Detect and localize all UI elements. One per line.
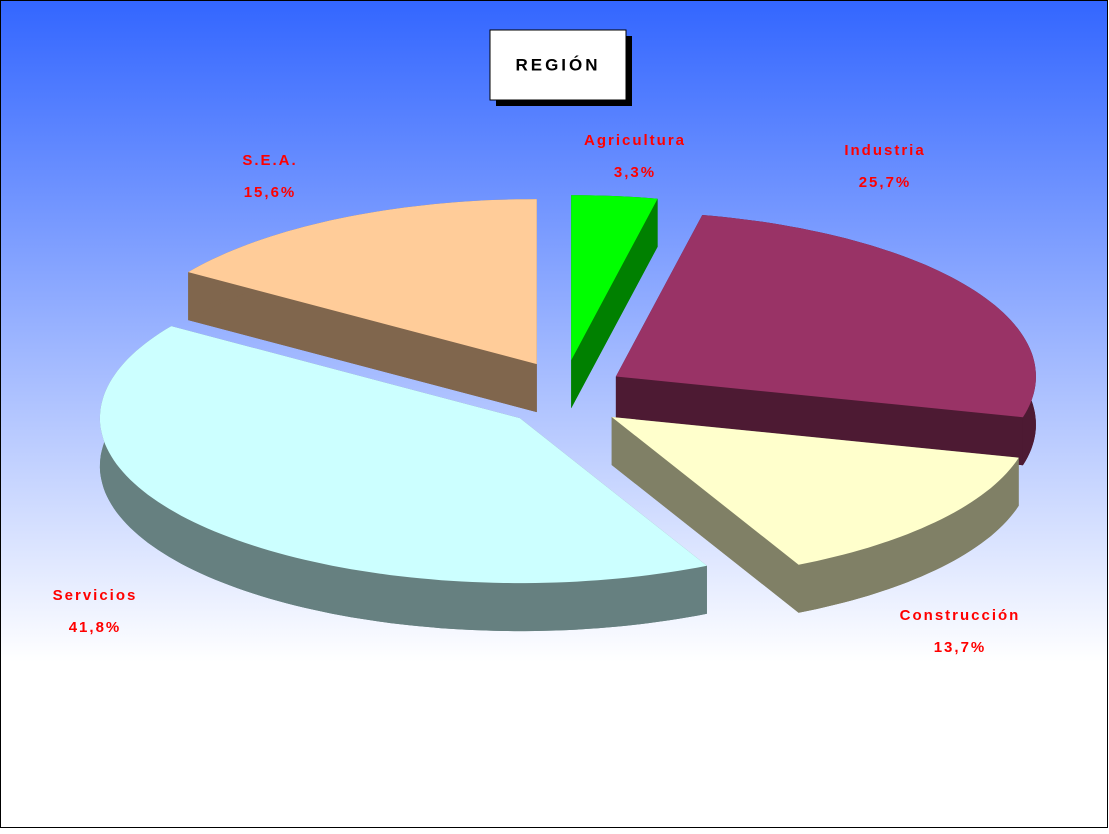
slice-value-label: 13,7% bbox=[934, 639, 987, 656]
title-box bbox=[489, 29, 627, 101]
pie bbox=[99, 195, 1036, 632]
slice bbox=[571, 195, 658, 361]
slice-label: Servicios bbox=[53, 587, 138, 604]
slice-label: Construcción bbox=[900, 607, 1021, 624]
slice-label: Agricultura bbox=[584, 132, 686, 149]
slice bbox=[615, 215, 1036, 418]
slice-value-label: 15,6% bbox=[244, 184, 297, 201]
slice-side bbox=[611, 417, 799, 613]
slice-side bbox=[99, 326, 707, 632]
slice-label: S.E.A. bbox=[242, 152, 297, 169]
slice-value-label: 41,8% bbox=[69, 619, 122, 636]
slice bbox=[611, 417, 1019, 565]
chart-title: REGIÓN bbox=[515, 55, 600, 74]
slice-side bbox=[188, 272, 537, 413]
labels: Agricultura 3,3% Industria 25,7% Construcció… bbox=[53, 132, 1021, 656]
slice-side bbox=[571, 198, 658, 409]
slice-value-label: 25,7% bbox=[859, 174, 912, 191]
slice-side bbox=[798, 457, 1019, 613]
slice bbox=[188, 199, 537, 365]
slice bbox=[99, 326, 707, 584]
slice-value-label: 3,3% bbox=[614, 164, 656, 181]
slice-label: Industria bbox=[844, 142, 925, 159]
slice-side bbox=[615, 376, 1023, 466]
